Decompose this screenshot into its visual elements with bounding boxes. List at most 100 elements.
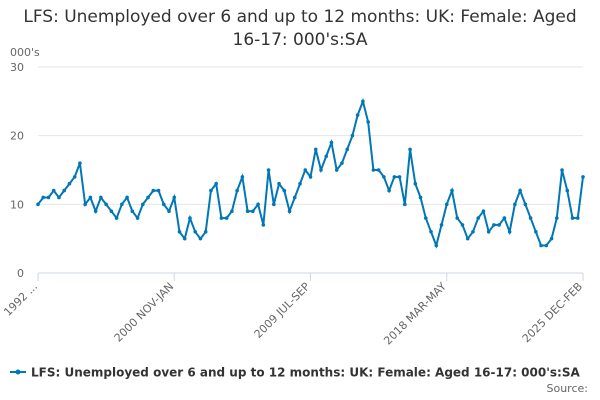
point xyxy=(560,168,564,172)
point xyxy=(313,147,318,152)
x-tick-label: 2009 JUL-SEP xyxy=(252,280,313,341)
point xyxy=(130,209,135,213)
legend-label: LFS: Unemployed over 6 and up to 12 mont… xyxy=(31,366,580,380)
point xyxy=(83,202,87,207)
series-line xyxy=(37,98,584,249)
point xyxy=(397,175,402,179)
point xyxy=(450,188,454,193)
point xyxy=(256,202,260,207)
point xyxy=(99,195,103,200)
point xyxy=(230,209,234,213)
point xyxy=(135,216,140,220)
y-axis-label: 000's xyxy=(10,46,40,59)
point xyxy=(104,202,108,207)
point xyxy=(486,230,491,234)
point xyxy=(177,230,182,234)
point xyxy=(182,236,187,241)
point xyxy=(41,195,46,200)
x-tick-label: 2000 NOV-JAN xyxy=(112,280,177,345)
point xyxy=(507,230,512,234)
point xyxy=(209,188,213,193)
point xyxy=(439,223,444,227)
point xyxy=(36,202,40,207)
point xyxy=(471,230,475,234)
point xyxy=(534,230,538,234)
x-tick-label: 2018 MAR-MAY xyxy=(381,280,449,348)
point xyxy=(361,99,365,104)
point xyxy=(423,216,428,220)
point xyxy=(266,168,271,172)
point xyxy=(334,168,339,172)
point xyxy=(418,195,423,200)
point xyxy=(78,161,82,165)
point xyxy=(392,175,397,179)
point xyxy=(523,202,528,207)
point xyxy=(554,216,559,220)
point xyxy=(46,195,51,200)
point xyxy=(88,195,93,200)
point xyxy=(387,188,391,193)
point xyxy=(146,195,150,200)
point xyxy=(120,202,124,207)
point xyxy=(539,243,543,248)
chart-title: LFS: Unemployed over 6 and up to 12 mont… xyxy=(23,7,577,50)
point xyxy=(324,154,329,159)
point xyxy=(570,216,575,220)
legend-marker xyxy=(15,369,21,375)
point xyxy=(497,223,501,227)
point xyxy=(172,195,177,200)
point xyxy=(340,161,344,165)
point xyxy=(429,230,433,234)
point xyxy=(460,223,465,227)
point xyxy=(528,216,533,220)
point xyxy=(282,188,287,193)
point xyxy=(413,181,418,186)
point xyxy=(575,216,580,220)
point xyxy=(161,202,166,207)
point xyxy=(72,175,77,179)
point xyxy=(476,216,480,220)
point xyxy=(125,195,129,200)
point xyxy=(62,188,67,193)
point xyxy=(203,230,208,234)
point xyxy=(219,216,224,220)
point xyxy=(151,188,156,193)
point xyxy=(93,209,98,213)
point xyxy=(198,236,203,241)
point xyxy=(251,209,255,213)
point xyxy=(355,113,360,117)
point xyxy=(235,188,239,193)
point xyxy=(51,188,56,193)
point xyxy=(481,209,486,213)
point xyxy=(565,188,570,193)
y-tick-label: 20 xyxy=(10,130,24,143)
point xyxy=(492,223,496,227)
point xyxy=(272,202,276,207)
point xyxy=(581,175,585,179)
point xyxy=(193,230,198,234)
y-tick-label: 10 xyxy=(10,198,24,211)
point xyxy=(319,168,323,172)
point xyxy=(455,216,460,220)
point xyxy=(303,168,308,172)
point xyxy=(345,147,349,152)
point xyxy=(167,209,171,213)
point xyxy=(109,209,114,213)
point xyxy=(224,216,229,220)
point xyxy=(287,209,292,213)
point xyxy=(292,195,297,200)
point xyxy=(366,120,370,124)
point xyxy=(465,236,470,241)
point xyxy=(156,188,161,193)
point xyxy=(298,181,302,186)
point xyxy=(277,181,281,186)
point xyxy=(188,216,192,220)
point xyxy=(114,216,119,220)
point xyxy=(444,202,449,207)
point xyxy=(245,209,250,213)
point xyxy=(141,202,145,207)
point xyxy=(434,243,439,248)
point xyxy=(549,236,554,241)
